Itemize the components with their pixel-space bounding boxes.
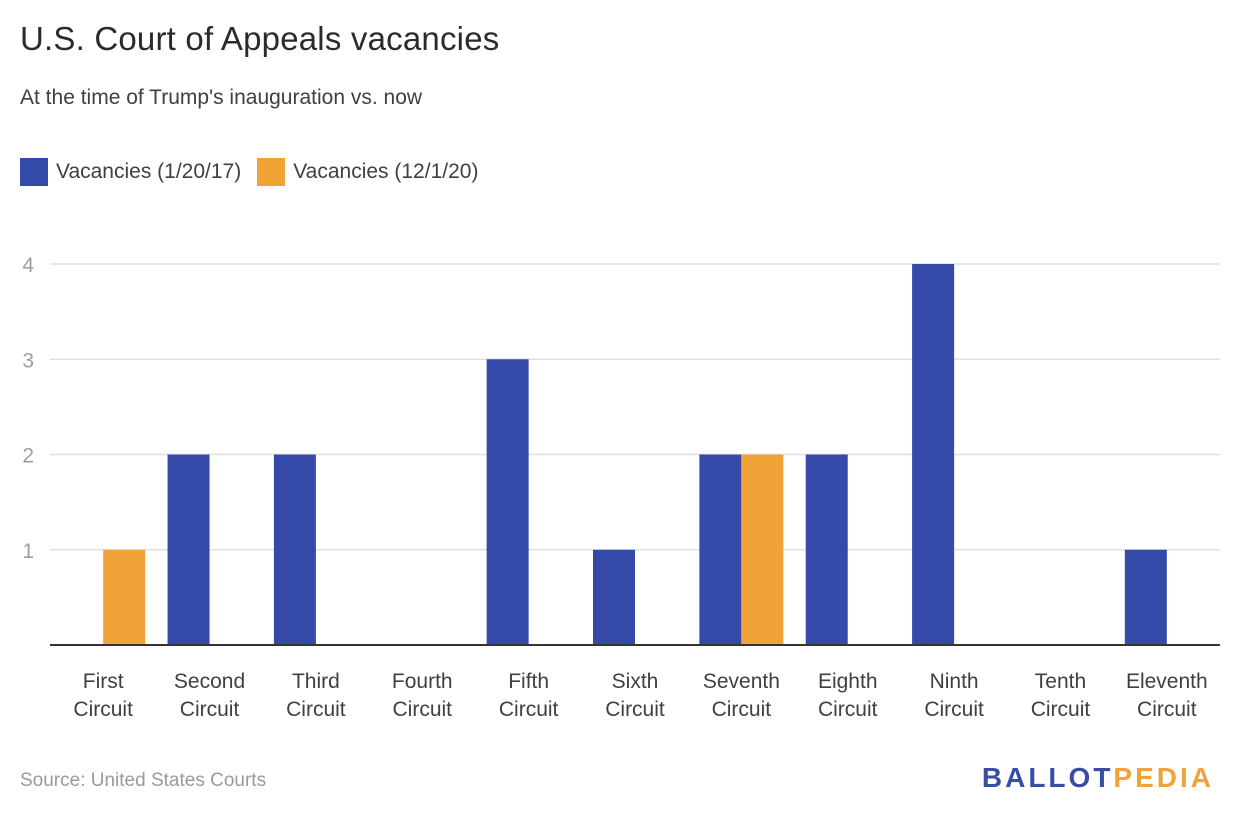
y-tick-label: 1	[22, 540, 34, 563]
x-tick-label-line: Eighth	[818, 670, 878, 693]
x-tick-label: Eighth Circuit	[818, 670, 878, 721]
x-tick-label-line: Circuit	[818, 698, 878, 721]
logo-part1: BALLOT	[981, 762, 1114, 793]
bar	[741, 454, 784, 645]
x-tick-label: First Circuit	[73, 670, 133, 721]
x-tick-label-line: Circuit	[393, 698, 453, 721]
legend-item-series1: Vacancies (1/20/17)	[20, 158, 241, 186]
bar	[912, 264, 955, 645]
x-tick-label: Sixth Circuit	[605, 670, 665, 721]
bar	[167, 454, 210, 645]
legend-swatch-series1	[20, 158, 48, 186]
bar-chart: 1 2 3 4 First Circuit Second Circuit Third Circui…	[22, 254, 1220, 721]
x-tick-label: Ninth Circuit	[924, 670, 984, 721]
x-tick-label-line: Circuit	[286, 698, 346, 721]
x-tick-label-line: Tenth	[1035, 670, 1086, 693]
y-tick-label: 4	[22, 254, 34, 277]
x-tick-label: Eleventh Circuit	[1126, 670, 1208, 721]
legend-label-series2: Vacancies (12/1/20)	[293, 160, 479, 183]
legend-swatch-series2	[257, 158, 286, 186]
legend-item-series2: Vacancies (12/1/20)	[257, 158, 478, 186]
bar	[103, 549, 146, 645]
legend: Vacancies (1/20/17) Vacancies (12/1/20)	[20, 158, 494, 186]
bar	[805, 454, 848, 645]
x-tick-label: Seventh Circuit	[703, 670, 780, 721]
x-tick-label-line: Ninth	[930, 670, 979, 693]
x-tick-label: Fourth Circuit	[392, 670, 453, 721]
x-tick-label: Tenth Circuit	[1031, 670, 1091, 721]
logo-part2: PEDIA	[1113, 762, 1214, 793]
x-tick-label-line: Eleventh	[1126, 670, 1208, 693]
bar	[1124, 549, 1167, 645]
x-tick-label: Second Circuit	[174, 670, 245, 721]
ballotpedia-logo: BALLOTPEDIA	[982, 762, 1214, 794]
x-tick-label-line: Circuit	[180, 698, 240, 721]
legend-label-series1: Vacancies (1/20/17)	[56, 160, 242, 183]
x-tick-label-line: Third	[292, 670, 340, 693]
y-tick-label: 2	[22, 445, 34, 468]
bar	[486, 359, 529, 645]
x-tick-label-line: Fifth	[508, 670, 549, 693]
chart-subtitle: At the time of Trump's inauguration vs. …	[20, 86, 423, 109]
bar	[593, 549, 635, 645]
x-tick-label-line: Circuit	[712, 698, 772, 721]
y-tick-label: 3	[22, 349, 34, 372]
x-tick-label-line: Circuit	[73, 698, 133, 721]
bar	[273, 454, 316, 645]
x-tick-label-line: Fourth	[392, 670, 453, 693]
source-note: Source: United States Courts	[20, 770, 267, 791]
x-tick-label: Third Circuit	[286, 670, 346, 721]
x-tick-label-line: First	[83, 670, 124, 693]
chart-title: U.S. Court of Appeals vacancies	[20, 20, 500, 57]
x-tick-label-line: Sixth	[612, 670, 659, 693]
x-tick-label-line: Second	[174, 670, 245, 693]
bar	[699, 454, 742, 645]
x-tick-label-line: Circuit	[924, 698, 984, 721]
x-tick-label-line: Seventh	[703, 670, 780, 693]
x-tick-label-line: Circuit	[605, 698, 665, 721]
x-tick-label-line: Circuit	[1031, 698, 1091, 721]
x-tick-label: Fifth Circuit	[499, 670, 559, 721]
x-tick-label-line: Circuit	[1137, 698, 1197, 721]
x-tick-label-line: Circuit	[499, 698, 559, 721]
